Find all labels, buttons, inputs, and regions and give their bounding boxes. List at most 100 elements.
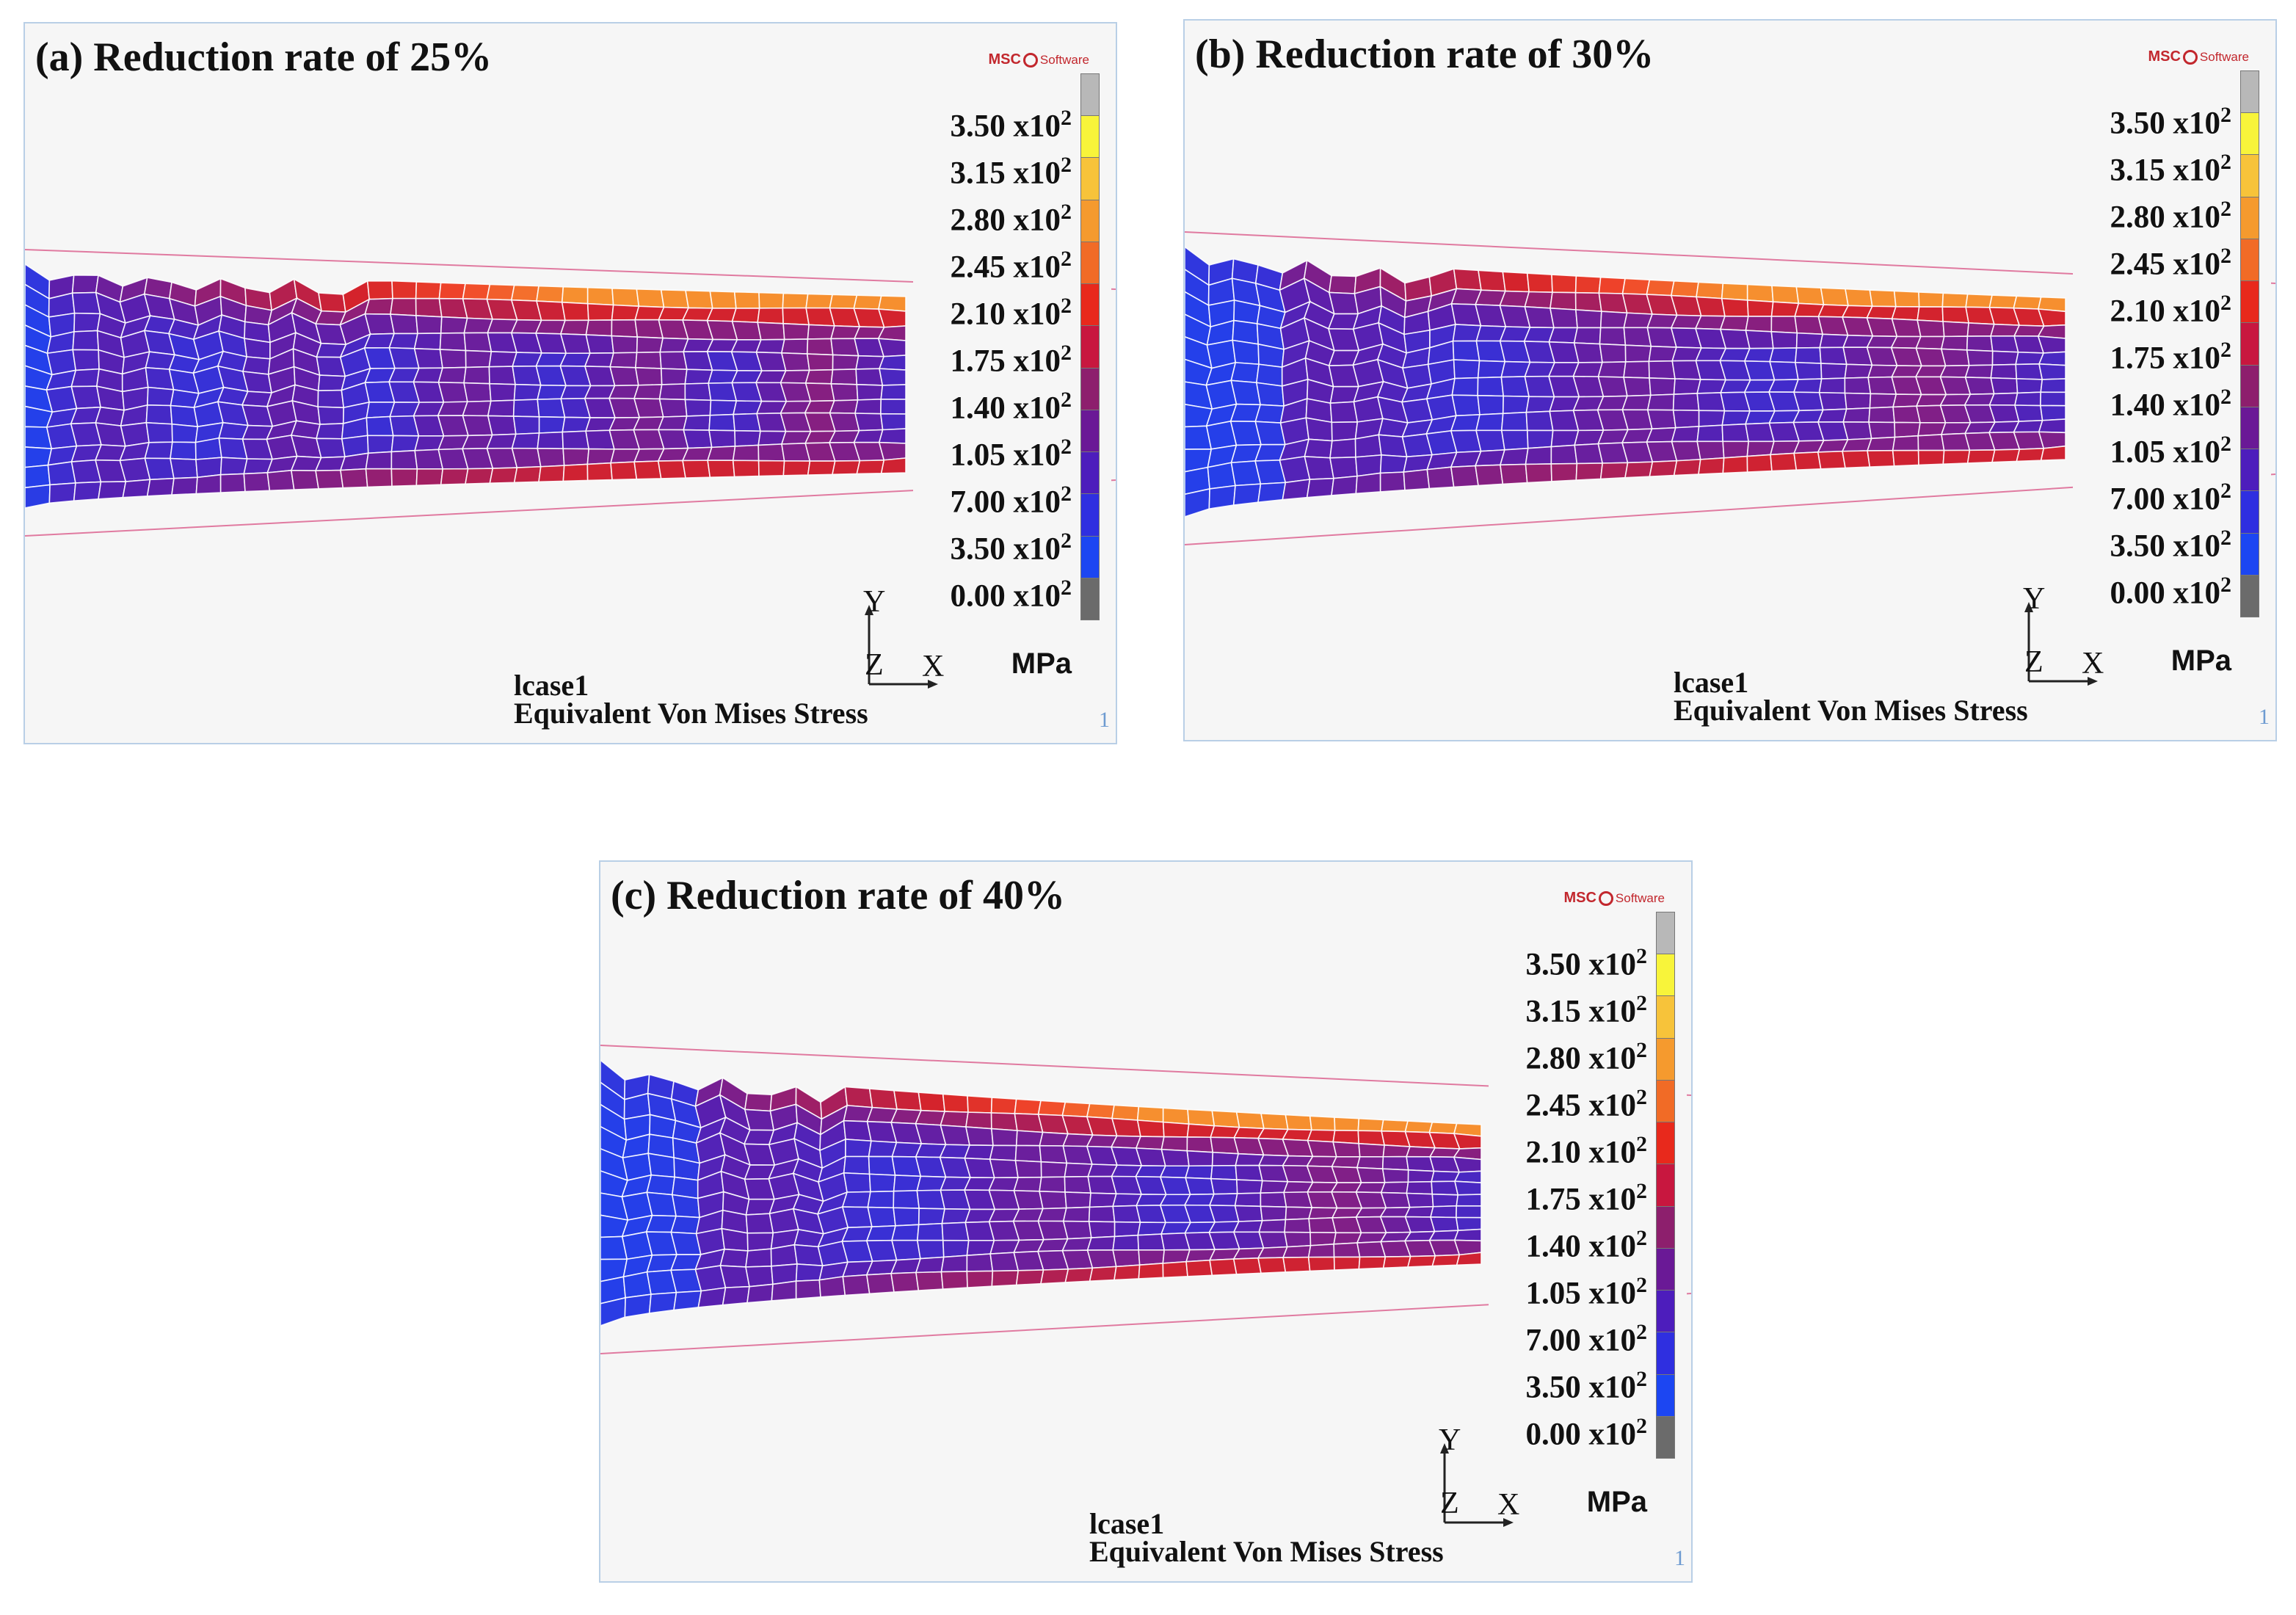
load-case-label: lcase1 xyxy=(1089,1507,1165,1540)
legend-value: 1.05 x102 xyxy=(950,435,1072,473)
legend-color-swatch xyxy=(1080,241,1100,285)
legend-color-swatch xyxy=(1656,995,1675,1039)
axis-z-label: Z xyxy=(865,648,884,682)
legend-color-swatch xyxy=(2240,70,2259,114)
legend-color-swatch xyxy=(2240,280,2259,324)
color-legend: 3.50 x102 3.15 x102 2.80 x102 2.45 x102 2.10… xyxy=(913,73,1104,699)
mesh-plot xyxy=(1185,231,2275,545)
legend-color-swatch xyxy=(1656,912,1675,955)
legend-color-swatch xyxy=(1656,1373,1675,1417)
msc-logo: MSC Software xyxy=(1563,890,1665,906)
legend-background xyxy=(1489,935,1687,1537)
legend-color-swatch xyxy=(1656,1079,1675,1123)
legend-value: 3.50 x102 xyxy=(2110,526,2232,564)
legend-value: 3.50 x102 xyxy=(950,529,1072,567)
legend-color-swatch xyxy=(2240,364,2259,407)
legend-value: 7.00 x102 xyxy=(2110,479,2232,517)
legend-value: 3.50 x102 xyxy=(950,106,1072,144)
legend-value: 1.05 x102 xyxy=(1525,1273,1648,1311)
legend-background xyxy=(2073,94,2271,696)
legend-value: 1.05 x102 xyxy=(2110,432,2232,470)
stress-mesh xyxy=(25,263,907,509)
legend-color-swatch xyxy=(1080,199,1100,242)
msc-logo-icon xyxy=(1598,890,1613,906)
legend-color-swatch xyxy=(2240,532,2259,576)
legend-color-swatch xyxy=(2240,196,2259,239)
frame-number: 1 xyxy=(2259,705,2270,729)
legend-value: 7.00 x102 xyxy=(1525,1320,1648,1358)
legend-background xyxy=(913,97,1111,699)
legend-value: 0.00 x102 xyxy=(950,576,1072,614)
legend-color-swatch xyxy=(1656,1415,1675,1459)
legend-color-swatch xyxy=(1656,954,1675,997)
stress-mesh xyxy=(600,1059,1482,1327)
legend-value: 1.75 x102 xyxy=(950,341,1072,379)
legend-color-swatch xyxy=(1656,1290,1675,1333)
panel-c: (c) Reduction rate of 40% MSC Software 3.… xyxy=(599,860,1693,1583)
legend-value: 2.45 x102 xyxy=(2110,244,2232,282)
legend-value: 1.40 x102 xyxy=(1525,1226,1648,1264)
legend-unit: MPa xyxy=(2170,645,2231,677)
legend-color-swatch xyxy=(2240,238,2259,282)
frame-number: 1 xyxy=(1674,1546,1685,1570)
legend-color-swatch xyxy=(1080,535,1100,578)
axis-x-label: X xyxy=(1497,1488,1520,1522)
legend-color-swatch xyxy=(1656,1037,1675,1081)
panel-title: (a) Reduction rate of 25% xyxy=(35,35,493,80)
legend-color-swatch xyxy=(2240,449,2259,492)
legend-value: 3.15 x102 xyxy=(1525,991,1648,1029)
legend-color-swatch xyxy=(1656,1122,1675,1165)
legend-color-swatch xyxy=(1080,451,1100,495)
axis-y-label: Y xyxy=(863,585,886,619)
legend-color-swatch xyxy=(1080,367,1100,410)
msc-logo-icon xyxy=(2182,49,2198,65)
legend-color-swatch xyxy=(1080,325,1100,369)
legend-color-swatch xyxy=(1080,409,1100,453)
msc-logo: MSC Software xyxy=(988,51,1089,68)
panel-a: (a) Reduction rate of 25% MSC Software 3.… xyxy=(23,22,1117,744)
result-name-label: Equivalent Von Mises Stress xyxy=(1674,694,2028,727)
msc-logo-icon xyxy=(1022,52,1038,68)
legend-value: 2.80 x102 xyxy=(1525,1038,1648,1076)
axis-y-label: Y xyxy=(2023,582,2046,616)
legend-value: 2.80 x102 xyxy=(950,200,1072,238)
legend-color-swatch xyxy=(2240,322,2259,366)
legend-color-swatch xyxy=(1656,1332,1675,1375)
legend-color-swatch xyxy=(1080,157,1100,200)
axis-x-label: X xyxy=(922,650,945,683)
panel-b: (b) Reduction rate of 30% MSC Software 3.… xyxy=(1183,19,2277,741)
legend-value: 1.75 x102 xyxy=(2110,338,2232,376)
axis-triad-icon xyxy=(2024,602,2098,686)
legend-color-swatch xyxy=(2240,574,2259,617)
legend-value: 3.50 x102 xyxy=(2110,103,2232,141)
legend-color-swatch xyxy=(1080,493,1100,537)
legend-color-swatch xyxy=(1080,73,1100,117)
mesh-plot xyxy=(600,1045,1691,1354)
legend-value: 2.10 x102 xyxy=(1525,1132,1648,1170)
legend-color-swatch xyxy=(1080,283,1100,327)
legend-value: 1.75 x102 xyxy=(1525,1179,1648,1217)
axis-triad-icon xyxy=(865,605,938,689)
legend-value: 2.80 x102 xyxy=(2110,197,2232,235)
msc-logo: MSC Software xyxy=(2148,48,2249,65)
legend-value: 2.45 x102 xyxy=(1525,1085,1648,1123)
axis-x-label: X xyxy=(2082,647,2104,681)
legend-value: 7.00 x102 xyxy=(950,482,1072,520)
color-legend: 3.50 x102 3.15 x102 2.80 x102 2.45 x102 2.10… xyxy=(1489,912,1679,1537)
load-case-label: lcase1 xyxy=(514,669,589,702)
legend-color-swatch xyxy=(1656,1164,1675,1207)
legend-color-swatch xyxy=(1656,1205,1675,1249)
mesh-plot xyxy=(25,249,1116,537)
panel-title: (c) Reduction rate of 40% xyxy=(611,873,1065,918)
legend-value: 0.00 x102 xyxy=(1525,1414,1648,1452)
frame-number: 1 xyxy=(1099,708,1110,732)
legend-value: 3.50 x102 xyxy=(1525,944,1648,982)
legend-unit: MPa xyxy=(1586,1486,1647,1518)
panel-title: (b) Reduction rate of 30% xyxy=(1195,32,1654,77)
legend-value: 2.10 x102 xyxy=(950,294,1072,332)
legend-value: 1.40 x102 xyxy=(950,388,1072,426)
legend-value: 3.15 x102 xyxy=(2110,150,2232,188)
legend-value: 2.45 x102 xyxy=(950,247,1072,285)
legend-color-swatch xyxy=(2240,406,2259,450)
legend-value: 1.40 x102 xyxy=(2110,385,2232,423)
